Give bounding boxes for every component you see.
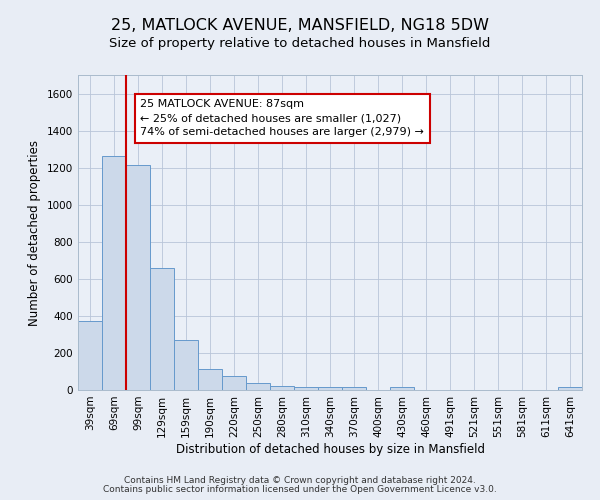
Bar bbox=[294, 387, 318, 390]
Bar bbox=[78, 322, 102, 390]
Bar bbox=[342, 387, 366, 390]
Bar bbox=[198, 368, 222, 390]
Bar bbox=[558, 387, 582, 390]
Bar bbox=[246, 382, 270, 390]
Bar bbox=[174, 340, 198, 390]
Bar bbox=[126, 165, 150, 390]
Bar bbox=[102, 156, 126, 390]
Bar bbox=[150, 268, 174, 390]
Text: Contains public sector information licensed under the Open Government Licence v3: Contains public sector information licen… bbox=[103, 485, 497, 494]
Bar bbox=[222, 376, 246, 390]
X-axis label: Distribution of detached houses by size in Mansfield: Distribution of detached houses by size … bbox=[176, 442, 485, 456]
Text: Contains HM Land Registry data © Crown copyright and database right 2024.: Contains HM Land Registry data © Crown c… bbox=[124, 476, 476, 485]
Text: 25 MATLOCK AVENUE: 87sqm
← 25% of detached houses are smaller (1,027)
74% of sem: 25 MATLOCK AVENUE: 87sqm ← 25% of detach… bbox=[140, 99, 424, 137]
Bar bbox=[270, 386, 294, 390]
Text: Size of property relative to detached houses in Mansfield: Size of property relative to detached ho… bbox=[109, 38, 491, 51]
Y-axis label: Number of detached properties: Number of detached properties bbox=[28, 140, 41, 326]
Bar bbox=[318, 387, 342, 390]
Text: 25, MATLOCK AVENUE, MANSFIELD, NG18 5DW: 25, MATLOCK AVENUE, MANSFIELD, NG18 5DW bbox=[111, 18, 489, 32]
Bar bbox=[390, 387, 414, 390]
